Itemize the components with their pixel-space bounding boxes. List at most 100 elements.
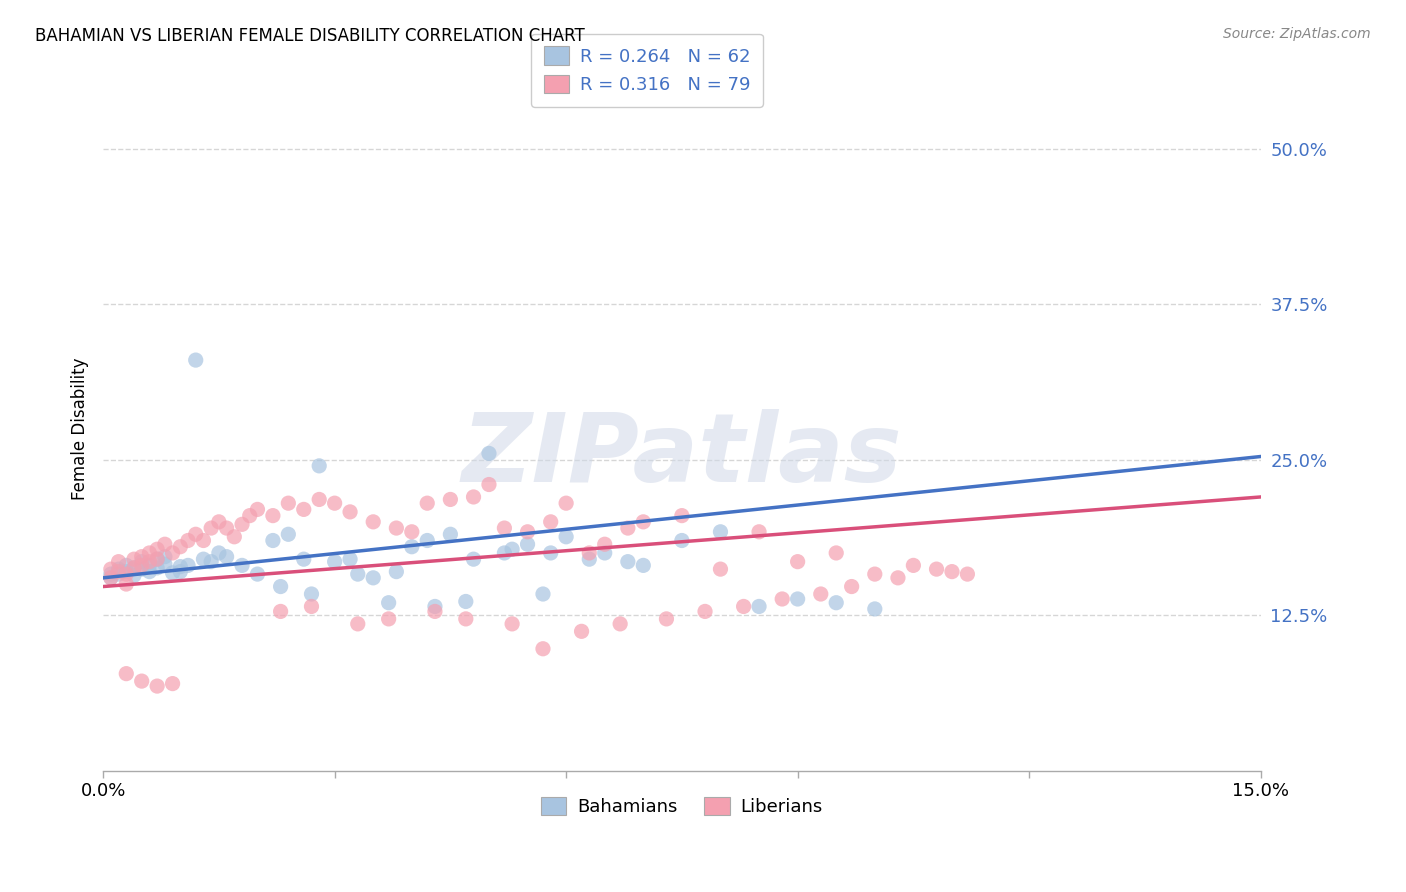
Point xyxy=(292,552,315,566)
Point xyxy=(177,533,200,548)
Point xyxy=(184,353,207,368)
Point xyxy=(578,546,600,560)
Point xyxy=(193,552,215,566)
Point xyxy=(115,567,138,582)
Point xyxy=(416,533,439,548)
Point xyxy=(593,537,616,551)
Point xyxy=(301,587,323,601)
Point xyxy=(956,567,979,582)
Point xyxy=(346,616,368,631)
Point xyxy=(208,515,231,529)
Legend: Bahamians, Liberians: Bahamians, Liberians xyxy=(534,789,830,823)
Point xyxy=(301,599,323,614)
Point xyxy=(177,558,200,573)
Point xyxy=(323,555,346,569)
Point xyxy=(361,515,384,529)
Point xyxy=(100,567,122,582)
Point xyxy=(115,558,138,573)
Point xyxy=(609,616,631,631)
Point xyxy=(131,562,153,576)
Point xyxy=(146,679,169,693)
Point xyxy=(122,561,145,575)
Point xyxy=(246,567,269,582)
Point xyxy=(531,641,554,656)
Point xyxy=(454,594,477,608)
Point xyxy=(153,557,176,571)
Point xyxy=(463,490,485,504)
Point xyxy=(131,555,153,569)
Point xyxy=(122,561,145,575)
Point xyxy=(671,533,693,548)
Point xyxy=(401,524,423,539)
Point xyxy=(246,502,269,516)
Point xyxy=(153,549,176,564)
Point xyxy=(478,446,501,460)
Point xyxy=(339,505,361,519)
Point xyxy=(571,624,593,639)
Point xyxy=(339,552,361,566)
Point xyxy=(200,521,222,535)
Point xyxy=(748,599,770,614)
Point xyxy=(385,521,408,535)
Point xyxy=(308,458,330,473)
Point xyxy=(786,555,808,569)
Point xyxy=(323,496,346,510)
Point xyxy=(578,552,600,566)
Point xyxy=(162,546,184,560)
Point xyxy=(131,549,153,564)
Point xyxy=(153,537,176,551)
Point xyxy=(146,552,169,566)
Point xyxy=(131,558,153,573)
Point xyxy=(617,521,640,535)
Point xyxy=(122,568,145,582)
Point xyxy=(377,596,399,610)
Point xyxy=(555,496,578,510)
Point xyxy=(138,565,160,579)
Point xyxy=(709,562,731,576)
Point xyxy=(494,521,516,535)
Point xyxy=(633,558,655,573)
Point xyxy=(463,552,485,566)
Point xyxy=(169,540,191,554)
Point xyxy=(277,496,299,510)
Point xyxy=(138,555,160,569)
Point xyxy=(122,552,145,566)
Point xyxy=(208,546,231,560)
Point xyxy=(633,515,655,529)
Point xyxy=(100,562,122,576)
Point xyxy=(555,530,578,544)
Point xyxy=(863,602,886,616)
Point xyxy=(416,496,439,510)
Point xyxy=(270,580,292,594)
Point xyxy=(361,571,384,585)
Point xyxy=(138,558,160,573)
Point xyxy=(593,546,616,560)
Point xyxy=(162,566,184,580)
Point xyxy=(146,561,169,575)
Point xyxy=(162,676,184,690)
Point xyxy=(239,508,262,523)
Point xyxy=(107,567,129,582)
Point xyxy=(131,674,153,689)
Point xyxy=(748,524,770,539)
Point xyxy=(107,565,129,579)
Point xyxy=(709,524,731,539)
Point xyxy=(262,533,284,548)
Point xyxy=(231,517,253,532)
Point xyxy=(401,540,423,554)
Point xyxy=(277,527,299,541)
Point xyxy=(115,565,138,579)
Point xyxy=(200,555,222,569)
Point xyxy=(215,521,238,535)
Point xyxy=(439,527,461,541)
Point xyxy=(184,527,207,541)
Point xyxy=(146,552,169,566)
Point xyxy=(454,612,477,626)
Text: BAHAMIAN VS LIBERIAN FEMALE DISABILITY CORRELATION CHART: BAHAMIAN VS LIBERIAN FEMALE DISABILITY C… xyxy=(35,27,585,45)
Point xyxy=(292,502,315,516)
Point xyxy=(262,508,284,523)
Point xyxy=(825,546,848,560)
Point xyxy=(107,562,129,576)
Point xyxy=(540,515,562,529)
Point xyxy=(733,599,755,614)
